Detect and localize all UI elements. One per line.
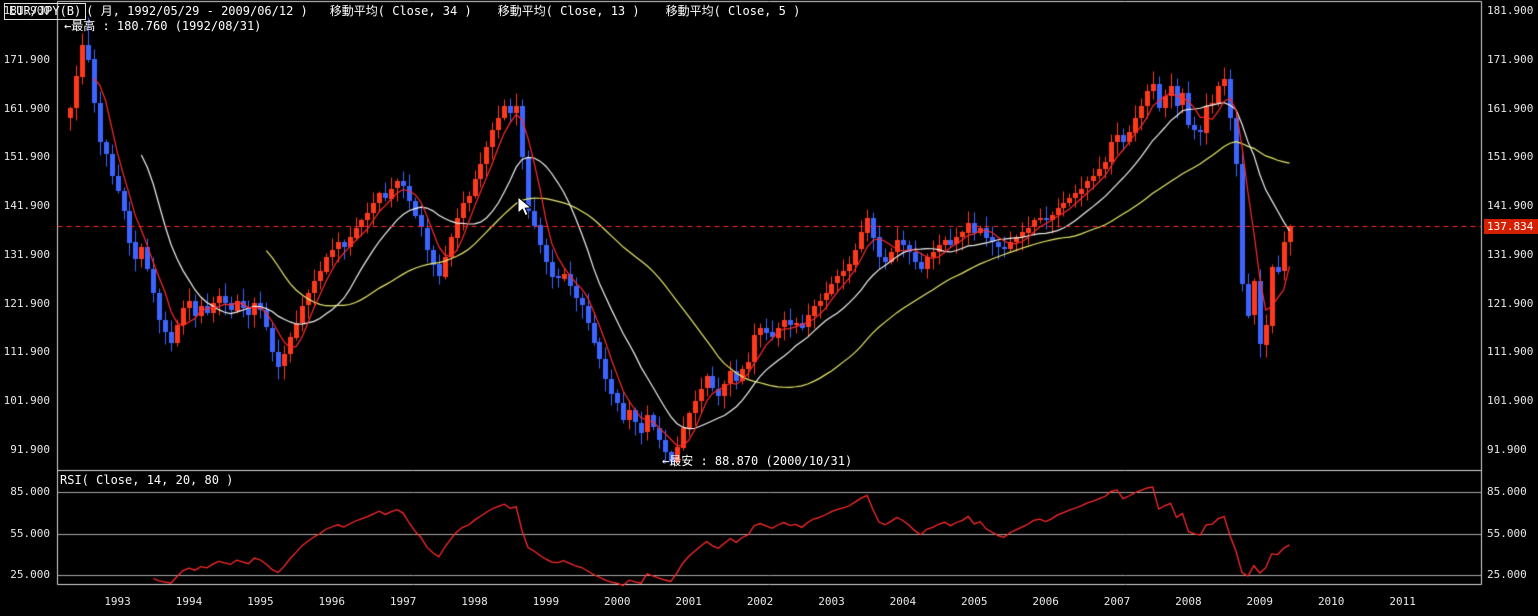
price-axis-label: 181.900 — [1487, 4, 1534, 17]
year-label: 1999 — [532, 595, 560, 608]
price-axis-label: 91.900 — [10, 443, 50, 456]
record-low-annotation: ←最安 : 88.870 (2000/10/31) — [662, 454, 853, 468]
year-label: 1995 — [247, 595, 274, 608]
year-label: 2011 — [1389, 595, 1416, 608]
year-label: 2002 — [746, 595, 774, 608]
ma-legend: 移動平均( Close, 5 ) — [665, 3, 801, 18]
ma-legend: 移動平均( Close, 13 ) — [497, 3, 640, 18]
chart-header: EUR/JPY(B) ( 月, 1992/05/29 - 2009/06/12 … — [4, 2, 827, 20]
year-label: 2007 — [1103, 595, 1131, 608]
year-label: 2010 — [1317, 595, 1345, 608]
price-axis-label: 161.900 — [3, 102, 50, 115]
price-axis-label: 111.900 — [3, 345, 50, 358]
year-label: 2009 — [1246, 595, 1274, 608]
ma-legend: 移動平均( Close, 34 ) — [329, 3, 472, 18]
price-axis-label: 111.900 — [1487, 345, 1534, 358]
year-label: 2000 — [604, 595, 631, 608]
rsi-axis-label: 85.000 — [10, 485, 50, 498]
price-axis-label: 141.900 — [3, 199, 50, 212]
year-label: 2003 — [818, 595, 845, 608]
price-axis-label: 161.900 — [1487, 102, 1534, 115]
symbol-label: EUR/JPY(B) — [4, 2, 87, 20]
year-label: 1997 — [389, 595, 417, 608]
mouse-cursor-icon — [517, 196, 533, 217]
year-label: 2006 — [1032, 595, 1059, 608]
price-axis-label: 121.900 — [3, 297, 50, 310]
year-label: 1996 — [318, 595, 345, 608]
year-label: 1993 — [104, 595, 131, 608]
price-axis-label: 121.900 — [1487, 297, 1534, 310]
price-axis-label: 101.900 — [1487, 394, 1534, 407]
ma-legends: 移動平均( Close, 34 ) 移動平均( Close, 13 ) 移動平均( … — [330, 4, 827, 19]
rsi-axis-label: 55.000 — [1487, 527, 1527, 540]
price-axis-label: 101.900 — [3, 394, 50, 407]
price-axis-label: 151.900 — [1487, 150, 1534, 163]
rsi-title: RSI( Close, 14, 20, 80 ) — [60, 473, 234, 487]
rsi-axis-label: 85.000 — [1487, 485, 1527, 498]
year-label: 1994 — [175, 595, 203, 608]
period-label: ( 月, 1992/05/29 - 2009/06/12 ) — [86, 3, 308, 18]
price-axis-label: 131.900 — [1487, 248, 1534, 261]
rsi-axis-label: 25.000 — [10, 568, 50, 581]
rsi-axis-label: 25.000 — [1487, 568, 1527, 581]
rsi-axis-label: 55.000 — [10, 527, 50, 540]
price-axis-label: 131.900 — [3, 248, 50, 261]
price-axis-label: 151.900 — [3, 150, 50, 163]
price-axis-label: 171.900 — [3, 53, 50, 66]
year-label: 2001 — [675, 595, 702, 608]
price-axis-label: 171.900 — [1487, 53, 1534, 66]
price-axis-label: 91.900 — [1487, 443, 1527, 456]
current-price-tag: 137.834 — [1484, 219, 1538, 234]
price-axis-label: 181.900 — [3, 4, 50, 17]
year-label: 2008 — [1175, 595, 1202, 608]
record-high-annotation: ←最高 : 180.760 (1992/08/31) — [64, 19, 262, 33]
year-label: 1998 — [461, 595, 488, 608]
price-axis-label: 141.900 — [1487, 199, 1534, 212]
year-label: 2004 — [889, 595, 917, 608]
year-label: 2005 — [960, 595, 988, 608]
